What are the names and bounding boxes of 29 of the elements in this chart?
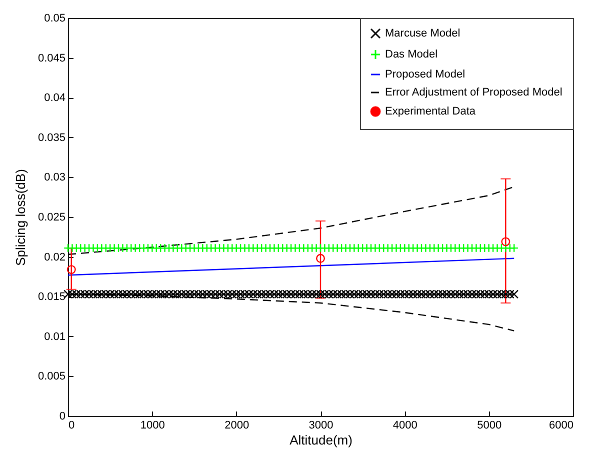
y-tick-label: 0.005 [38, 370, 66, 383]
y-tick-label: 0.045 [38, 52, 66, 64]
x-tick-label: 0 [68, 420, 75, 432]
y-axis-title: Splicing loss(dB) [12, 169, 28, 266]
y-tick-label: 0 [59, 410, 66, 422]
legend-label: Proposed Model [385, 68, 466, 80]
x-tick-label: 5000 [477, 420, 502, 432]
x-tick-label: 2000 [224, 420, 250, 432]
line-series [68, 186, 515, 256]
legend-label: Experimental Data [385, 106, 476, 118]
legend-label: Error Adjustment of Proposed Model [385, 86, 562, 98]
y-tick-label: 0.04 [44, 92, 66, 104]
point [501, 237, 510, 246]
x-tick-label: 4000 [392, 420, 418, 432]
legend-label: Marcuse Model [385, 28, 460, 40]
point [66, 265, 76, 274]
point [316, 254, 325, 263]
y-tick-label: 0.035 [38, 132, 66, 144]
x-tick-label: 6000 [549, 420, 574, 432]
x-axis-title: Altitude(m) [290, 432, 352, 448]
y-tick-label: 0.025 [38, 212, 66, 224]
y-tick-label: 0.02 [44, 251, 66, 264]
y-tick-label: 0.03 [44, 172, 66, 184]
x-tick-label: 1000 [140, 420, 165, 432]
x-tick-label: 3000 [308, 420, 334, 432]
y-tick-label: 0.05 [44, 12, 66, 24]
y-tick-label: 0.015 [38, 291, 66, 304]
y-tick-label: 0.01 [44, 330, 66, 343]
legend-label: Das Model [385, 48, 438, 60]
